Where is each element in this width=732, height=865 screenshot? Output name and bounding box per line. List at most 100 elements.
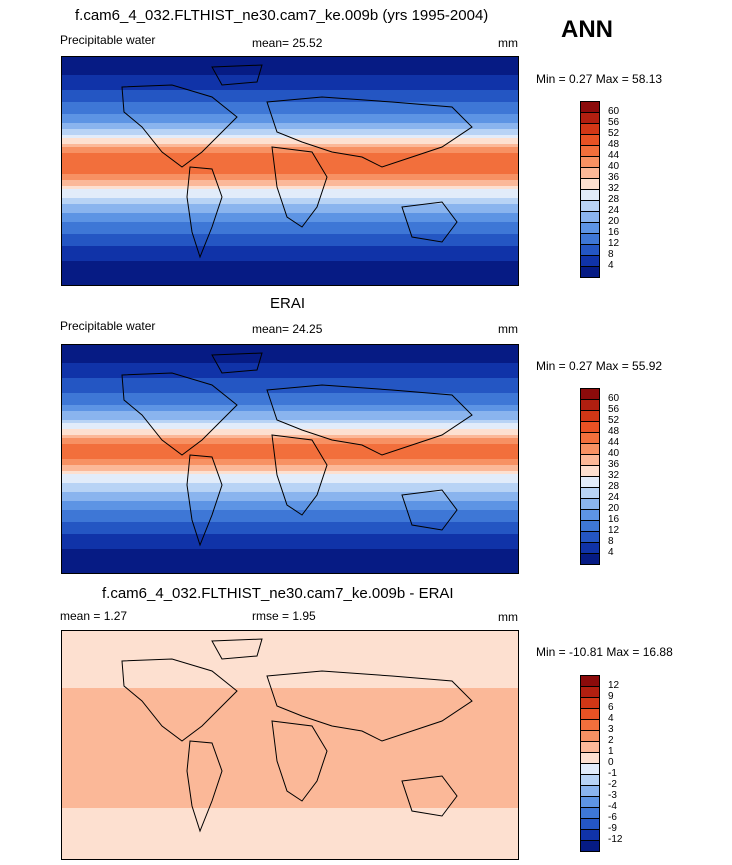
map-contour-band	[62, 802, 518, 806]
map-contour-band	[62, 195, 518, 199]
map-contour-band	[62, 570, 518, 573]
colorbar-tick-label: 9	[608, 691, 614, 702]
panel-model-map	[61, 56, 519, 286]
map-contour-band	[62, 691, 518, 695]
map-contour-band	[62, 694, 518, 698]
map-contour-band	[62, 501, 518, 505]
map-contour-band	[62, 661, 518, 665]
map-contour-band	[62, 282, 518, 285]
map-contour-band	[62, 483, 518, 487]
panel-model-units-label: mm	[498, 36, 518, 50]
map-contour-band	[62, 417, 518, 421]
map-contour-band	[62, 486, 518, 490]
map-contour-band	[62, 78, 518, 82]
map-contour-band	[62, 534, 518, 538]
panel-diff-units-label: mm	[498, 610, 518, 624]
map-contour-band	[62, 129, 518, 133]
map-contour-band	[62, 769, 518, 773]
map-contour-band	[62, 718, 518, 722]
map-contour-band	[62, 174, 518, 178]
panel-model-variable-label: Precipitable water	[60, 33, 156, 47]
colorbar-swatch	[580, 553, 600, 565]
map-contour-band	[62, 733, 518, 737]
map-contour-band	[62, 826, 518, 830]
map-contour-band	[62, 652, 518, 656]
map-contour-band	[62, 700, 518, 704]
map-contour-band	[62, 631, 518, 635]
map-contour-band	[62, 426, 518, 430]
colorbar-tick-label: 40	[608, 448, 620, 459]
map-contour-band	[62, 420, 518, 424]
coastline	[401, 775, 458, 817]
map-contour-band	[62, 168, 518, 172]
map-contour-band	[62, 456, 518, 460]
map-contour-band	[62, 531, 518, 535]
map-contour-band	[62, 730, 518, 734]
map-contour-band	[62, 820, 518, 824]
map-contour-band	[62, 402, 518, 406]
colorbar-tick-label: -3	[608, 790, 617, 801]
coastline	[186, 740, 223, 833]
map-contour-band	[62, 153, 518, 157]
map-contour-band	[62, 513, 518, 517]
coastline	[211, 638, 263, 660]
coastline	[266, 384, 473, 456]
map-contour-band	[62, 712, 518, 716]
map-contour-band	[62, 228, 518, 232]
map-contour-band	[62, 363, 518, 367]
panel-obs-title: ERAI	[270, 295, 306, 312]
map-contour-band	[62, 640, 518, 644]
map-contour-band	[62, 676, 518, 680]
colorbar-tick-label: 24	[608, 492, 620, 503]
map-contour-band	[62, 267, 518, 271]
panel-model-map-svg	[62, 57, 518, 285]
map-contour-band	[62, 75, 518, 79]
map-contour-band	[62, 567, 518, 571]
map-contour-band	[62, 348, 518, 352]
map-contour-band	[62, 474, 518, 478]
panel-diff-map	[61, 630, 519, 860]
panel-obs-minmax: Min = 0.27 Max = 55.92	[536, 359, 663, 373]
map-contour-band	[62, 432, 518, 436]
map-contour-band	[62, 546, 518, 550]
map-contour-band	[62, 507, 518, 511]
map-contour-band	[62, 345, 518, 349]
coastline	[401, 489, 458, 531]
panel-diff-minmax: Min = -10.81 Max = 16.88	[536, 645, 673, 659]
map-contour-band	[62, 390, 518, 394]
colorbar-tick-label: -6	[608, 812, 617, 823]
panel-obs-mean-label: mean= 24.25	[252, 322, 323, 336]
map-contour-band	[62, 808, 518, 812]
map-contour-band	[62, 81, 518, 85]
colorbar-tick-label: 52	[608, 128, 620, 139]
map-contour-band	[62, 171, 518, 175]
map-contour-band	[62, 414, 518, 418]
map-contour-band	[62, 459, 518, 463]
map-contour-band	[62, 225, 518, 229]
map-contour-band	[62, 141, 518, 145]
map-contour-band	[62, 736, 518, 740]
map-contour-band	[62, 634, 518, 638]
map-contour-band	[62, 126, 518, 130]
colorbar-tick-label: 32	[608, 470, 620, 481]
colorbar-tick-label: -1	[608, 768, 617, 779]
panel-obs-units-label: mm	[498, 322, 518, 336]
map-contour-band	[62, 537, 518, 541]
map-contour-band	[62, 739, 518, 743]
colorbar-tick-label: 16	[608, 514, 620, 525]
colorbar-tick-label: 2	[608, 735, 614, 746]
map-contour-band	[62, 63, 518, 67]
map-contour-band	[62, 757, 518, 761]
map-contour-band	[62, 273, 518, 277]
panel-model-colorbar: 60 56 52 48 44 40 36 32 28 24 20 16 12 8 4	[580, 101, 640, 281]
map-contour-band	[62, 655, 518, 659]
coastline	[266, 670, 473, 742]
map-contour-band	[62, 516, 518, 520]
map-contour-band	[62, 123, 518, 127]
map-contour-band	[62, 384, 518, 388]
map-contour-band	[62, 658, 518, 662]
map-contour-band	[62, 99, 518, 103]
map-contour-band	[62, 120, 518, 124]
map-contour-band	[62, 258, 518, 262]
map-contour-band	[62, 646, 518, 650]
